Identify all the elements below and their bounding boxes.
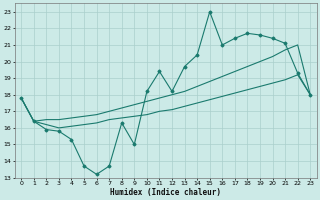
X-axis label: Humidex (Indice chaleur): Humidex (Indice chaleur) — [110, 188, 221, 197]
